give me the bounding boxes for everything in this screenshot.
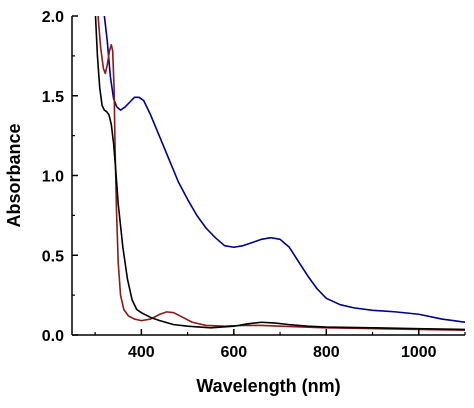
y-tick-label: 0.0 <box>42 328 64 345</box>
x-axis-label: Wavelength (nm) <box>196 376 340 396</box>
y-axis-label: Absorbance <box>4 123 24 227</box>
series-line-3 <box>94 16 465 331</box>
series-line-1 <box>103 16 465 324</box>
y-tick-label: 2.0 <box>42 9 64 26</box>
series-layer <box>94 16 465 332</box>
x-tick-label: 400 <box>128 344 155 361</box>
x-tick-label: 600 <box>220 344 247 361</box>
y-tick-label: 0.5 <box>42 248 64 265</box>
x-tick-label: 800 <box>313 344 340 361</box>
series-line-2 <box>97 16 465 332</box>
y-tick-label: 1.0 <box>42 169 64 186</box>
y-tick-label: 1.5 <box>42 89 64 106</box>
axes-layer: 0.0 0.5 1.0 1.5 2.0 400 600 800 1000 <box>42 9 466 361</box>
x-tick-label: 1000 <box>401 344 437 361</box>
